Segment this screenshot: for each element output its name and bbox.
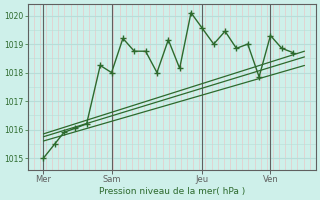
X-axis label: Pression niveau de la mer( hPa ): Pression niveau de la mer( hPa ) — [99, 187, 245, 196]
